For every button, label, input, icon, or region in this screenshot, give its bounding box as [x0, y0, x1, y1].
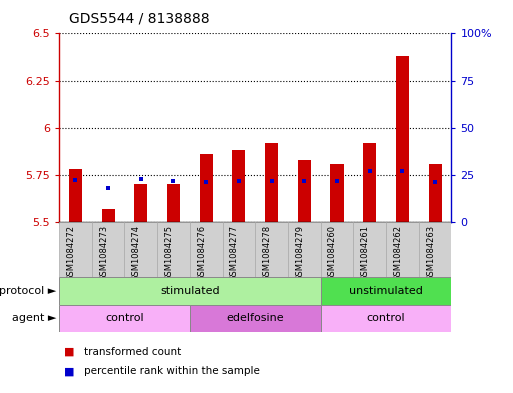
Bar — [59, 277, 321, 305]
Bar — [298, 160, 311, 222]
Bar — [134, 184, 147, 222]
Text: GSM1084273: GSM1084273 — [99, 225, 108, 281]
Text: GSM1084276: GSM1084276 — [197, 225, 206, 281]
Text: GSM1084260: GSM1084260 — [328, 225, 337, 281]
Bar — [92, 222, 125, 277]
Text: GSM1084275: GSM1084275 — [165, 225, 173, 281]
Text: ■: ■ — [64, 366, 74, 376]
Bar — [321, 277, 451, 305]
Bar — [59, 222, 92, 277]
Text: GSM1084261: GSM1084261 — [361, 225, 370, 281]
Text: GSM1084279: GSM1084279 — [295, 225, 304, 281]
Bar — [232, 151, 245, 222]
Text: unstimulated: unstimulated — [349, 286, 423, 296]
Bar — [428, 163, 442, 222]
Text: GSM1084274: GSM1084274 — [132, 225, 141, 281]
Text: GSM1084277: GSM1084277 — [230, 225, 239, 281]
Bar — [200, 154, 213, 222]
Text: stimulated: stimulated — [160, 286, 220, 296]
Bar — [265, 143, 278, 222]
Text: percentile rank within the sample: percentile rank within the sample — [84, 366, 260, 376]
Bar — [330, 163, 344, 222]
Text: GSM1084278: GSM1084278 — [263, 225, 271, 281]
Text: agent ►: agent ► — [12, 313, 56, 323]
Bar — [419, 222, 451, 277]
Text: ■: ■ — [64, 347, 74, 357]
Bar — [102, 209, 114, 222]
Bar — [190, 222, 223, 277]
Bar — [124, 222, 157, 277]
Text: edelfosine: edelfosine — [226, 313, 284, 323]
Text: GSM1084262: GSM1084262 — [393, 225, 402, 281]
Bar — [396, 56, 409, 222]
Text: protocol ►: protocol ► — [0, 286, 56, 296]
Bar — [157, 222, 190, 277]
Bar — [223, 222, 255, 277]
Bar — [363, 143, 376, 222]
Bar — [321, 305, 451, 332]
Bar — [386, 222, 419, 277]
Text: control: control — [367, 313, 405, 323]
Text: GDS5544 / 8138888: GDS5544 / 8138888 — [69, 11, 210, 26]
Bar — [288, 222, 321, 277]
Bar — [69, 169, 82, 222]
Text: transformed count: transformed count — [84, 347, 181, 357]
Text: GSM1084263: GSM1084263 — [426, 225, 435, 281]
Bar — [167, 184, 180, 222]
Bar — [353, 222, 386, 277]
Bar — [190, 305, 321, 332]
Text: GSM1084272: GSM1084272 — [66, 225, 75, 281]
Bar — [321, 222, 353, 277]
Text: control: control — [105, 313, 144, 323]
Bar — [255, 222, 288, 277]
Bar — [59, 305, 190, 332]
